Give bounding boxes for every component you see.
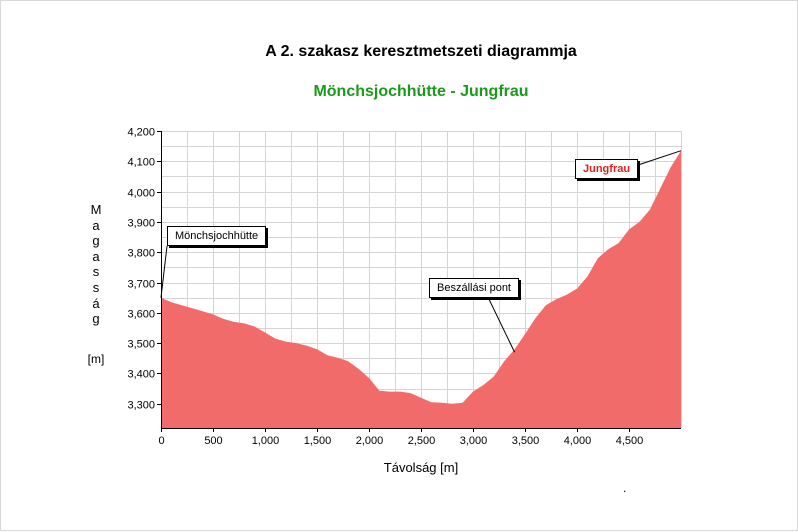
y-tick-label: 3,300	[127, 400, 155, 412]
y-axis-label-letter: s	[92, 264, 100, 280]
y-axis-label-letter: a	[92, 217, 100, 233]
elevation-area	[161, 150, 681, 428]
x-tick-label: 1,000	[252, 435, 280, 447]
callout-monchsjochhutte: Mönchsjochhütte	[167, 226, 267, 246]
x-tick-label: 3,000	[460, 435, 488, 447]
footer-dot: .	[623, 481, 627, 495]
y-tick-label: 3,800	[127, 248, 155, 260]
x-tick-label: 2,000	[356, 435, 384, 447]
callout-leader-line	[637, 150, 682, 166]
y-tick-label: 3,400	[127, 369, 155, 381]
y-axis-label-letter: g	[92, 311, 100, 327]
x-tick-label: 4,500	[616, 435, 644, 447]
y-tick-label: 3,700	[127, 279, 155, 291]
y-axis-label-letter: á	[92, 295, 100, 311]
y-tick-label: 4,100	[127, 157, 155, 169]
y-tick-label: 3,600	[127, 309, 155, 321]
y-tick-label: 3,900	[127, 218, 155, 230]
y-axis-label-letter: a	[92, 248, 100, 264]
callout-beszallasi-pont: Beszállási pont	[429, 278, 519, 298]
x-axis-label: Távolság [m]	[383, 460, 459, 475]
callout-leader-line	[487, 297, 516, 353]
y-axis-unit: [m]	[87, 352, 105, 366]
x-tick-label: 0	[158, 435, 164, 447]
x-tick-label: 1,500	[304, 435, 332, 447]
y-axis-label-letter: s	[92, 279, 100, 295]
y-tick-label: 3,500	[127, 339, 155, 351]
chart-subtitle: Mönchsjochhütte - Jungfrau	[313, 83, 529, 100]
callout-jungfrau: Jungfrau	[575, 159, 639, 179]
y-axis-label-letter: M	[90, 202, 102, 217]
x-tick-label: 2,500	[408, 435, 436, 447]
y-tick-label: 4,000	[127, 188, 155, 200]
callout-leader-line	[160, 245, 168, 298]
y-tick-label: 4,200	[127, 127, 155, 139]
x-tick-label: 500	[204, 435, 222, 447]
chart-title: A 2. szakasz keresztmetszeti diagrammja	[265, 43, 577, 60]
y-axis-label-letter: g	[92, 233, 100, 249]
x-tick-label: 3,500	[512, 435, 540, 447]
x-tick-label: 4,000	[564, 435, 592, 447]
